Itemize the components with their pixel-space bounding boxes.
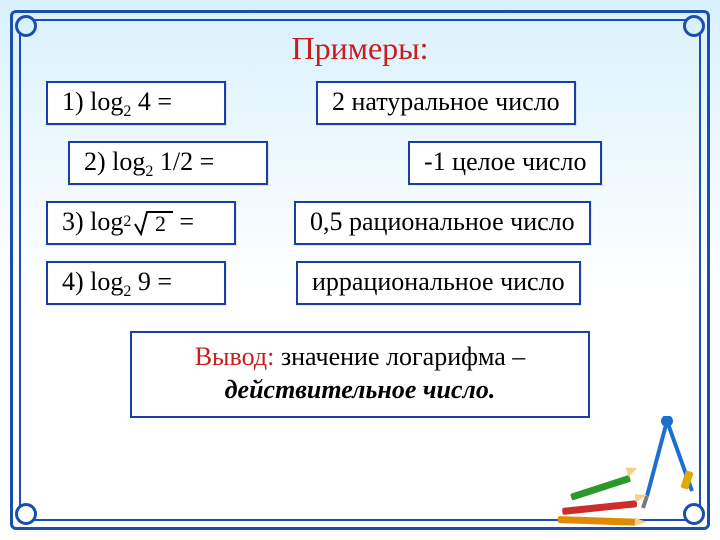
answer-box-2: -1 целое число — [408, 141, 602, 185]
q4-prefix: 4) log — [62, 267, 123, 296]
answer-box-1: 2 натуральное число — [316, 81, 576, 125]
example-row: 1) log2 4 = 2 натуральное число — [40, 81, 680, 125]
conclusion-emph: действительное число. — [225, 375, 496, 404]
conclusion-box: Вывод: значение логарифма – действительн… — [130, 331, 590, 418]
example-row: 4) log2 9 = иррациональное число — [40, 261, 680, 305]
answer-box-4: иррациональное число — [296, 261, 581, 305]
answer-box-3: 0,5 рациональное число — [294, 201, 591, 245]
slide-content: Примеры: 1) log2 4 = 2 натуральное число… — [40, 30, 680, 510]
frame-corner — [683, 15, 705, 37]
slide-title: Примеры: — [40, 30, 680, 67]
sqrt-icon: 2 — [133, 208, 175, 236]
q2-arg: 1/2 = — [153, 147, 214, 176]
frame-corner — [15, 503, 37, 525]
conclusion-text: значение логарифма – — [274, 342, 525, 371]
q1-prefix: 1) log — [62, 87, 123, 116]
question-box-2: 2) log2 1/2 = — [68, 141, 268, 185]
frame-corner — [15, 15, 37, 37]
sqrt-arg: 2 — [155, 211, 166, 236]
question-box-1: 1) log2 4 = — [46, 81, 226, 125]
q3-prefix: 3) log — [62, 207, 123, 237]
q4-arg: 9 = — [131, 267, 172, 296]
question-box-4: 4) log2 9 = — [46, 261, 226, 305]
example-row: 2) log2 1/2 = -1 целое число — [40, 141, 680, 185]
q2-prefix: 2) log — [84, 147, 145, 176]
q1-arg: 4 = — [131, 87, 172, 116]
q3-after: = — [179, 207, 194, 237]
conclusion-lead: Вывод: — [195, 342, 275, 371]
example-row: 3) log2 2 = 0,5 рациональное число — [40, 201, 680, 245]
question-box-3: 3) log2 2 = — [46, 201, 236, 245]
